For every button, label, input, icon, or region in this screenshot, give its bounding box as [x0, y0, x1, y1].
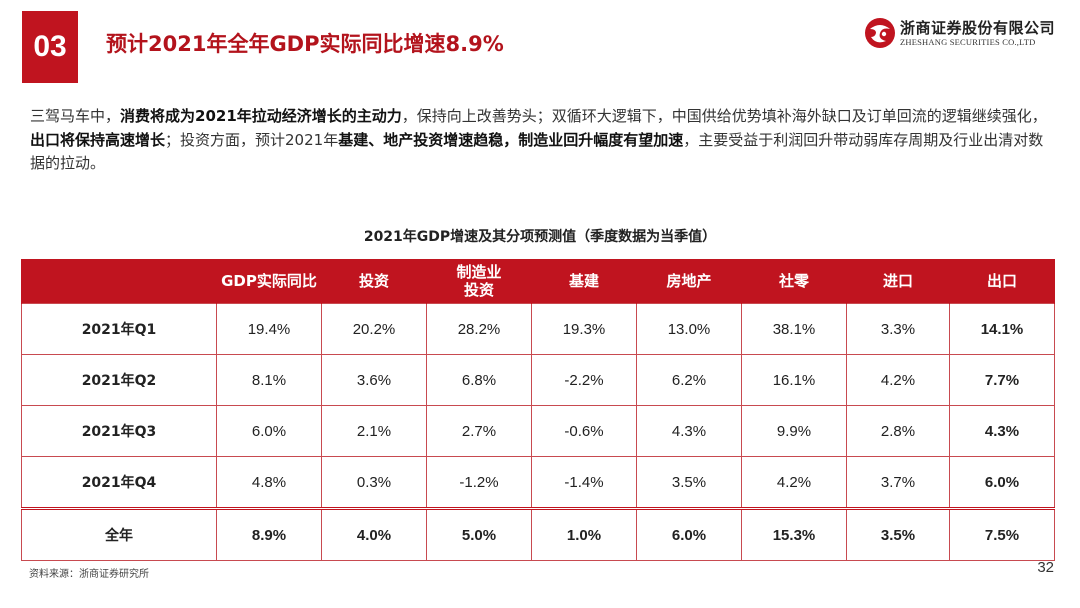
slide-title: 预计2021年全年GDP实际同比增速8.9% [106, 32, 504, 56]
table-cell: 13.0% [636, 303, 742, 355]
section-number: 03 [33, 30, 67, 63]
table-cell: 3.5% [636, 456, 742, 509]
page-number: 32 [1037, 559, 1054, 576]
section-number-badge: 03 [22, 11, 78, 83]
table-cell: 4.2% [846, 354, 950, 406]
intro-emphasis-investment: 基建、地产投资增速趋稳，制造业回升幅度有望加速 [338, 130, 684, 149]
table-cell: 14.1% [949, 303, 1055, 355]
table-cell: -1.2% [426, 456, 532, 509]
table-cell: 7.7% [949, 354, 1055, 406]
table-cell: 0.3% [321, 456, 427, 509]
table-cell: 6.0% [216, 405, 322, 457]
table-cell: 8.1% [216, 354, 322, 406]
row-label: 2021年Q4 [21, 456, 217, 509]
intro-text-2: ，保持向上改善势头；双循环大逻辑下，中国供给优势填补海外缺口及订单回流的逻辑继续… [401, 107, 1047, 125]
table-cell: 4.3% [949, 405, 1055, 457]
intro-text-3: ；投资方面，预计2021年 [165, 130, 339, 149]
table-cell: 7.5% [949, 507, 1055, 561]
table-cell: 3.5% [846, 507, 950, 561]
intro-paragraph: 三驾马车中，消费将成为2021年拉动经济增长的主动力，保持向上改善势头；双循环大… [30, 105, 1052, 176]
table-row: 2021年Q4 4.8% 0.3% -1.2% -1.4% 3.5% 4.2% … [21, 456, 1055, 509]
total-row-label: 全年 [21, 507, 217, 561]
table-cell: 28.2% [426, 303, 532, 355]
table-cell: 6.8% [426, 354, 532, 406]
table-cell: 3.7% [846, 456, 950, 509]
row-label: 2021年Q2 [21, 354, 217, 406]
header-retail-sales: 社零 [741, 259, 847, 304]
intro-emphasis-consumption: 消费将成为2021年拉动经济增长的主动力 [120, 107, 402, 125]
table-cell: 4.8% [216, 456, 322, 509]
header-corner [21, 259, 217, 304]
table-cell: 6.0% [949, 456, 1055, 509]
gdp-forecast-table: GDP实际同比 投资 制造业 投资 基建 房地产 社零 进口 出口 2021年Q… [21, 259, 1055, 561]
table-cell: 3.6% [321, 354, 427, 406]
table-cell: 8.9% [216, 507, 322, 561]
company-name-en: ZHESHANG SECURITIES CO.,LTD [900, 37, 1036, 47]
table-cell: 38.1% [741, 303, 847, 355]
header-gdp: GDP实际同比 [216, 259, 322, 304]
header-real-estate: 房地产 [636, 259, 742, 304]
table-cell: 4.3% [636, 405, 742, 457]
intro-text-4: ，主要受益于利润回升带动弱库存周期及行业出清对数据的拉动。 [30, 130, 1044, 173]
header-investment: 投资 [321, 259, 427, 304]
table-cell: 6.0% [636, 507, 742, 561]
table-cell: 2.1% [321, 405, 427, 457]
table-cell: 4.2% [741, 456, 847, 509]
table-cell: -0.6% [531, 405, 637, 457]
table-row: 2021年Q3 6.0% 2.1% 2.7% -0.6% 4.3% 9.9% 2… [21, 405, 1055, 457]
table-cell: 19.3% [531, 303, 637, 355]
company-logo: 浙商证券股份有限公司 ZHESHANG SECURITIES CO.,LTD [864, 17, 1060, 49]
header-exports: 出口 [949, 259, 1055, 304]
intro-text-1: 三驾马车中， [30, 107, 121, 125]
table-cell: 9.9% [741, 405, 847, 457]
table-cell: 15.3% [741, 507, 847, 561]
intro-emphasis-exports: 出口将保持高速增长 [30, 130, 166, 149]
table-cell: 2.7% [426, 405, 532, 457]
row-label: 2021年Q3 [21, 405, 217, 457]
table-cell: 19.4% [216, 303, 322, 355]
header-infrastructure: 基建 [531, 259, 637, 304]
table-title: 2021年GDP增速及其分项预测值（季度数据为当季值） [363, 229, 717, 245]
table-cell: 20.2% [321, 303, 427, 355]
table-cell: 4.0% [321, 507, 427, 561]
table-cell: -1.4% [531, 456, 637, 509]
table-cell: 5.0% [426, 507, 532, 561]
table-cell: 6.2% [636, 354, 742, 406]
table-cell: 3.3% [846, 303, 950, 355]
table-header-row: GDP实际同比 投资 制造业 投资 基建 房地产 社零 进口 出口 [21, 259, 1055, 304]
table-cell: 2.8% [846, 405, 950, 457]
zheshang-logo-icon [865, 18, 895, 48]
company-name-cn: 浙商证券股份有限公司 [900, 19, 1056, 37]
table-cell: -2.2% [531, 354, 637, 406]
table-row: 2021年Q2 8.1% 3.6% 6.8% -2.2% 6.2% 16.1% … [21, 354, 1055, 406]
table-total-row: 全年 8.9% 4.0% 5.0% 1.0% 6.0% 15.3% 3.5% 7… [21, 507, 1055, 561]
source-note: 资料来源：浙商证券研究所 [29, 569, 149, 580]
header-manufacturing-investment: 制造业 投资 [426, 259, 532, 304]
table-row: 2021年Q1 19.4% 20.2% 28.2% 19.3% 13.0% 38… [21, 303, 1055, 355]
header-imports: 进口 [846, 259, 950, 304]
row-label: 2021年Q1 [21, 303, 217, 355]
table-cell: 1.0% [531, 507, 637, 561]
table-cell: 16.1% [741, 354, 847, 406]
